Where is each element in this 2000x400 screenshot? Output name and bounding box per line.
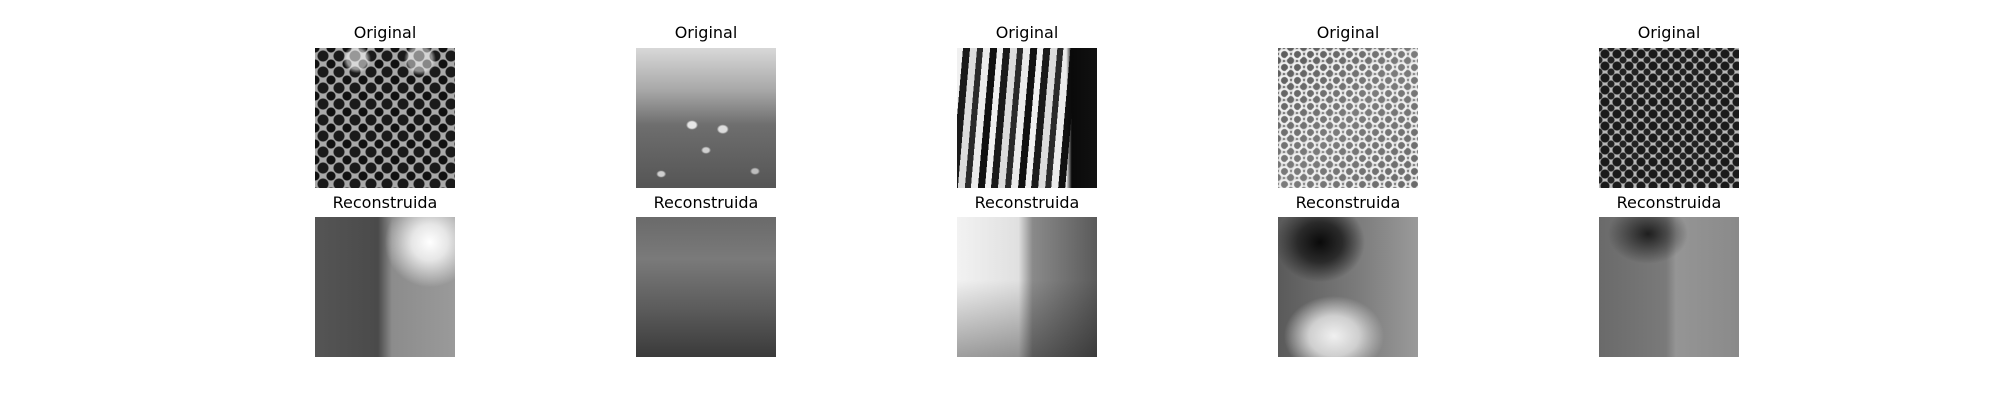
reconstructed-image-3: [957, 217, 1097, 357]
panel-title: Reconstruida: [1616, 193, 1722, 212]
original-image-2: [636, 48, 776, 188]
panel-title: Reconstruida: [653, 193, 759, 212]
panel-title: Reconstruida: [1295, 193, 1401, 212]
reconstructed-image-1: [315, 217, 455, 357]
reconstructed-image-4: [1278, 217, 1418, 357]
panel-title: Original: [1316, 23, 1380, 42]
panel-title: Reconstruida: [332, 193, 438, 212]
panel-title: Original: [995, 23, 1059, 42]
original-image-3: [957, 48, 1097, 188]
original-image-4: [1278, 48, 1418, 188]
original-image-5: [1599, 48, 1739, 188]
reconstructed-image-2: [636, 217, 776, 357]
panel-title: Reconstruida: [974, 193, 1080, 212]
panel-title: Original: [1637, 23, 1701, 42]
panel-title: Original: [353, 23, 417, 42]
reconstructed-image-5: [1599, 217, 1739, 357]
panel-title: Original: [674, 23, 738, 42]
original-image-1: [315, 48, 455, 188]
